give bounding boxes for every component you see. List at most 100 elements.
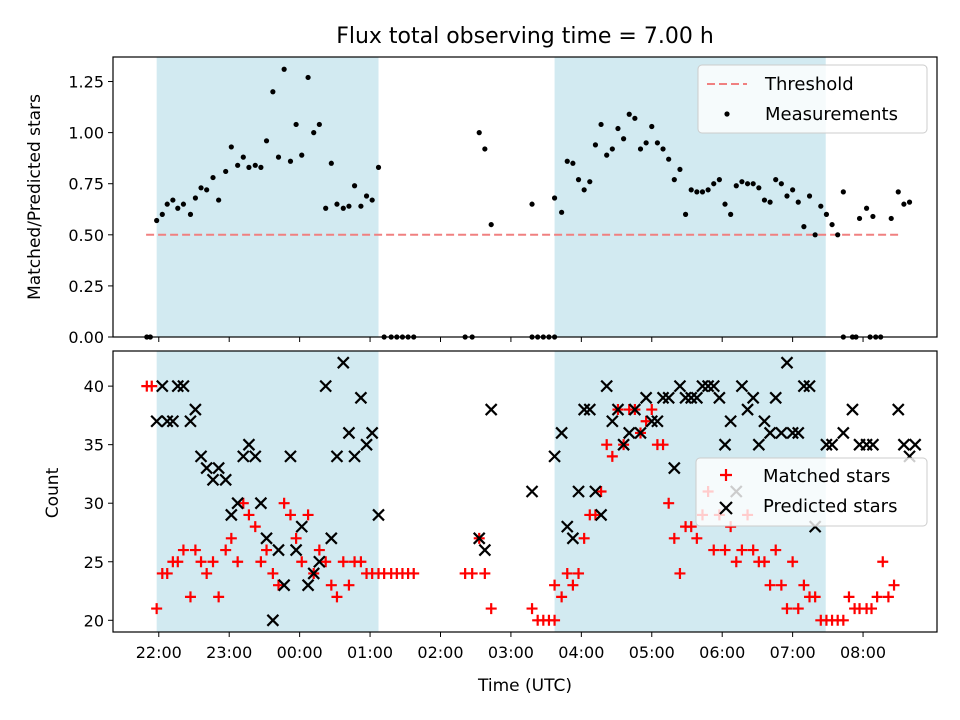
top-legend-box [697, 64, 928, 134]
measurement-point [728, 211, 734, 217]
predicted-star-point [289, 543, 303, 557]
measurement-point [340, 205, 346, 211]
matched-star-point [708, 544, 720, 556]
measurement-point [263, 138, 270, 144]
x-axis-label: Time (UTC) [477, 676, 572, 696]
matched-star-point [320, 556, 332, 568]
top-shaded-regions [156, 57, 826, 337]
measurements-legend-swatch [724, 111, 730, 117]
predicted-star-point [572, 485, 585, 498]
matched-star-point [758, 556, 770, 568]
measurement-point [488, 221, 494, 228]
matched-star-point [719, 544, 731, 556]
x-tick-label: 06:00 [699, 643, 745, 662]
predicted-star-point [668, 461, 681, 475]
predicted-star-point [189, 403, 202, 416]
bottom-y-tick-label: 20 [84, 611, 104, 630]
predicted-star-point [177, 379, 190, 393]
measurement-point [711, 181, 717, 187]
measurement-point [311, 130, 317, 136]
predicted-star-point [662, 391, 675, 405]
measurement-point [806, 193, 813, 199]
measurement-point [705, 187, 711, 193]
measurement-point [856, 215, 863, 222]
matched-star-point [172, 556, 184, 568]
bottom-y-tick-label: 35 [84, 436, 104, 455]
bottom-x-ticks: 22:00 23:00 00:00 01:00 02:00 03:00 04:00 05:00… [136, 632, 886, 662]
x-tick-label: 05:00 [629, 643, 675, 662]
predicted-star-point [194, 450, 208, 463]
measurement-point [180, 201, 187, 207]
predicted-star-point [611, 403, 625, 416]
predicted-star-point [707, 379, 721, 393]
predicted-star-point [837, 426, 850, 440]
matched-star-point [770, 544, 782, 556]
measurement-point [756, 185, 762, 191]
predicted-star-point [566, 532, 580, 545]
matched-star-point [589, 509, 601, 521]
matched-star-point [325, 579, 337, 591]
matched-star-point [640, 415, 652, 427]
x-tick-label: 22:00 [136, 643, 182, 662]
predicted-star-point [820, 438, 833, 451]
matched-star-point [663, 497, 675, 509]
predicted-legend-label: Predicted stars [763, 496, 897, 517]
predicted-star-point [594, 508, 608, 522]
predicted-star-point [866, 438, 880, 451]
measurement-point [666, 156, 672, 162]
bottom-y-tick-label: 30 [84, 494, 104, 513]
measurement-point [587, 179, 593, 185]
predicted-star-point [248, 450, 262, 463]
predicted-star-point [758, 414, 771, 428]
predicted-star-point [724, 414, 737, 428]
matched-star-point [601, 439, 613, 451]
predicted-star-point [846, 403, 859, 416]
matched-star-point [781, 603, 793, 615]
measurement-point [784, 193, 790, 199]
matched-star-point [578, 532, 590, 544]
measurement-point [660, 146, 666, 152]
bottom-panel: 22:00 23:00 00:00 01:00 02:00 03:00 04:00 05:00… [43, 350, 938, 662]
measurement-point [626, 111, 632, 117]
matched-star-point [355, 556, 367, 568]
measurement-point [287, 158, 294, 164]
measurement-point [198, 185, 204, 191]
matched-star-point [201, 567, 213, 579]
predicted-star-point [266, 614, 280, 627]
predicted-star-point [231, 496, 244, 510]
matched-star-point [267, 567, 279, 579]
x-tick-label: 23:00 [206, 643, 252, 662]
measurement-point [632, 115, 638, 121]
measurement-point [170, 197, 176, 203]
measurement-point [801, 224, 807, 230]
predicted-star-point [225, 508, 238, 522]
matched-star-point [273, 579, 285, 591]
predicted-star-point [825, 438, 839, 451]
bottom-y-ticks: 20 25 30 35 40 [84, 377, 113, 630]
measurement-point [270, 89, 276, 95]
predicted-star-point [313, 555, 326, 569]
matched-star-point [668, 532, 680, 544]
measurement-point [778, 181, 784, 187]
measurement-point [235, 162, 241, 168]
predicted-star-point [156, 379, 169, 393]
measurement-point [252, 162, 258, 168]
predicted-star-point [775, 426, 788, 440]
predicted-star-point [908, 438, 922, 451]
measurement-point [812, 232, 818, 238]
matched-star-point [161, 567, 173, 579]
measurement-point [351, 183, 358, 189]
predicted-star-point [718, 438, 732, 451]
matched-star-point [674, 567, 686, 579]
measurement-point [482, 146, 488, 152]
predicted-star-point [679, 391, 692, 405]
x-tick-label: 00:00 [277, 643, 323, 662]
predicted-star-point [622, 426, 636, 440]
top-legend: Threshold Measurements [697, 64, 928, 134]
measurement-point [581, 187, 587, 193]
measurement-point [790, 187, 796, 193]
predicted-star-point [348, 450, 361, 463]
measurement-point [192, 195, 198, 201]
measurement-point [895, 189, 901, 195]
matched-star-point [866, 603, 878, 615]
